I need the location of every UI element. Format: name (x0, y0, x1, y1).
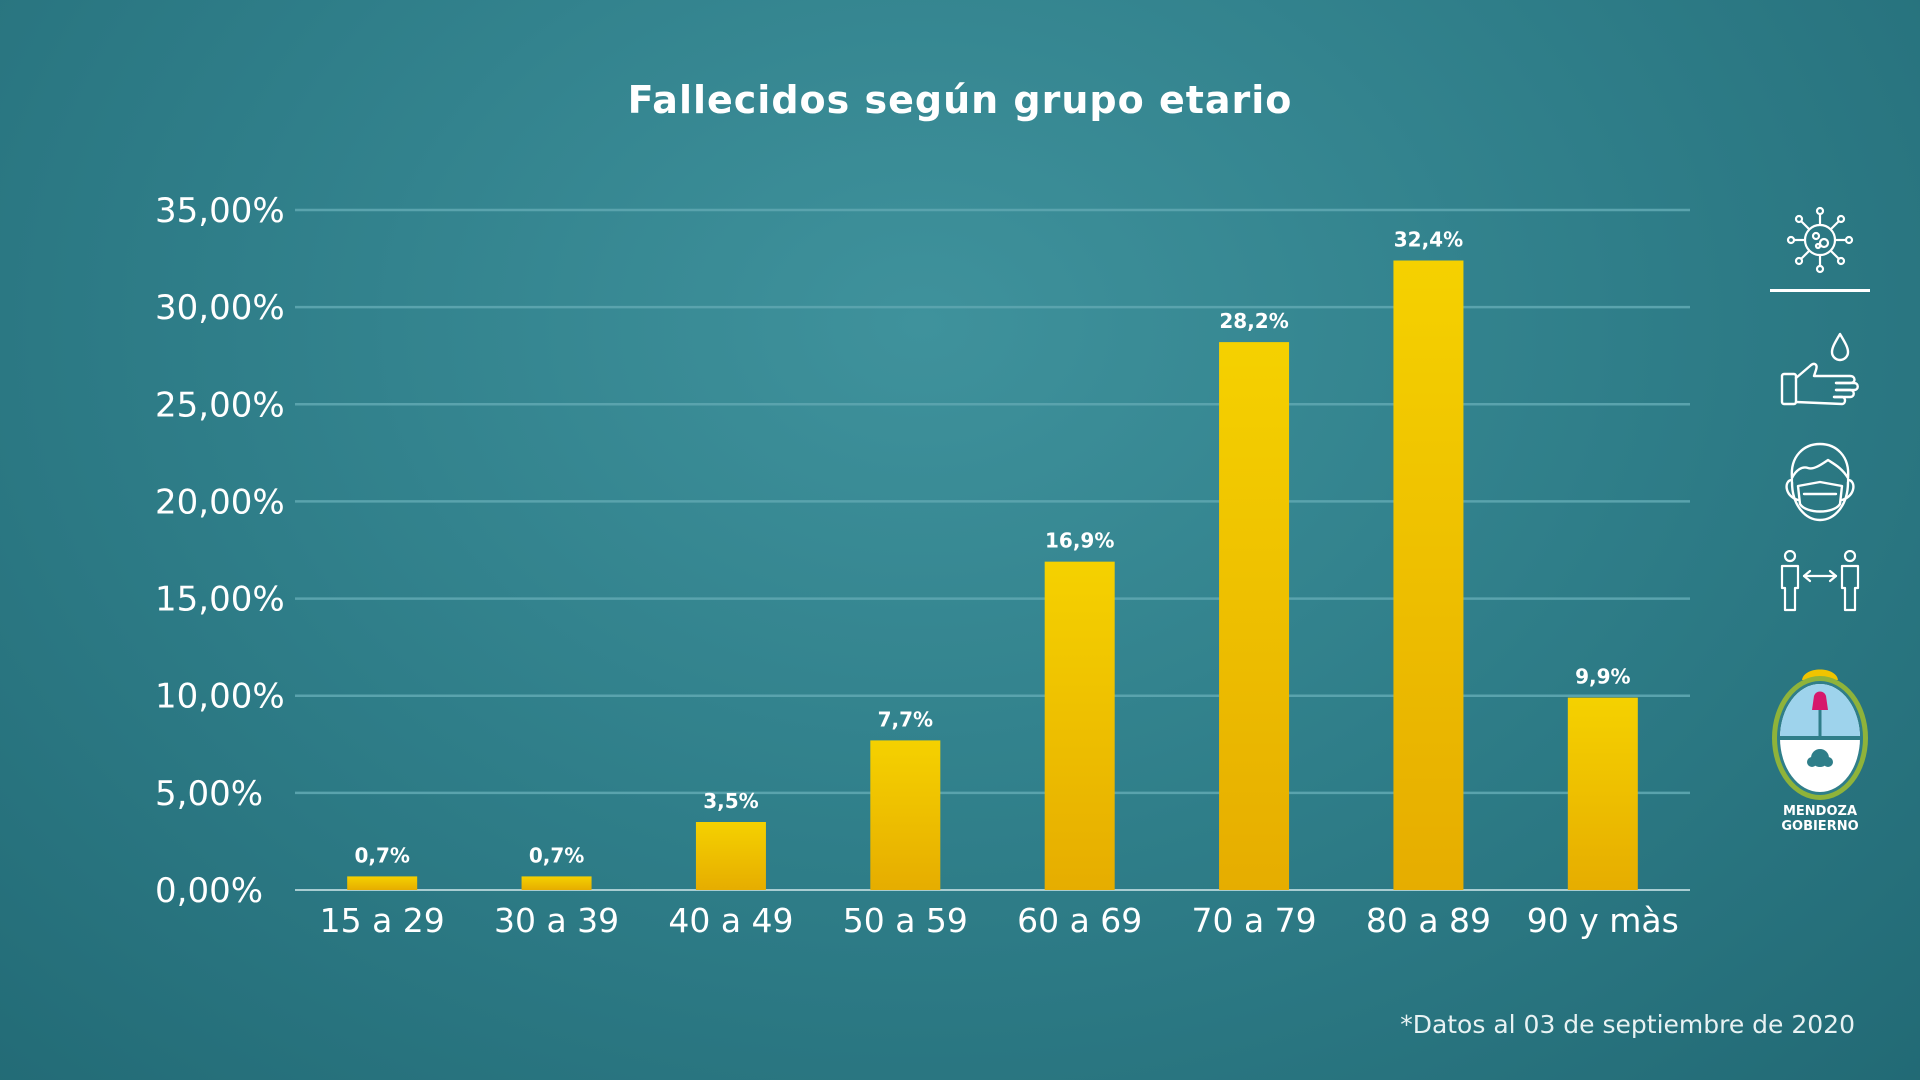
bar (1393, 260, 1464, 890)
bar (870, 740, 941, 890)
x-tick-label: 15 a 29 (320, 901, 445, 940)
data-label: 7,7% (878, 707, 933, 731)
x-tick-label: 30 a 39 (494, 901, 619, 940)
x-tick-label: 90 y màs (1527, 901, 1679, 940)
data-label: 28,2% (1219, 309, 1288, 333)
x-tick-label: 80 a 89 (1366, 901, 1491, 940)
x-tick-label: 40 a 49 (668, 901, 793, 940)
y-tick-label: 30,00% (155, 288, 285, 328)
virus-icon (1786, 206, 1854, 274)
logo-line1: MENDOZA (1782, 804, 1858, 819)
sidebar: MENDOZA GOBIERNO (1755, 205, 1885, 834)
face-mask-icon (1785, 442, 1855, 522)
data-label: 16,9% (1045, 529, 1114, 553)
logo-line2: GOBIERNO (1781, 819, 1859, 834)
y-tick-label: 10,00% (155, 677, 285, 717)
x-tick-label: 50 a 59 (843, 901, 968, 940)
x-tick-label: 70 a 79 (1191, 901, 1316, 940)
bar (695, 822, 766, 890)
footnote: *Datos al 03 de septiembre de 2020 (1400, 1010, 1855, 1039)
y-tick-label: 15,00% (155, 580, 285, 620)
y-tick-label: 5,00% (155, 774, 263, 814)
bar (1567, 697, 1638, 890)
data-label: 32,4% (1394, 228, 1463, 252)
data-label: 9,9% (1575, 665, 1630, 689)
data-label: 0,7% (529, 843, 584, 867)
y-tick-label: 25,00% (155, 385, 285, 425)
social-distance-icon (1780, 550, 1860, 612)
y-tick-label: 20,00% (155, 482, 285, 522)
mendoza-gobierno-logo (1772, 669, 1868, 800)
hand-washing-icon (1780, 332, 1859, 406)
data-label: 0,7% (354, 843, 409, 867)
bar (1219, 342, 1290, 891)
y-tick-label: 35,00% (155, 191, 285, 231)
sidebar-divider (1770, 289, 1870, 292)
bar (521, 876, 592, 890)
bar (347, 876, 418, 890)
chart-title: Fallecidos según grupo etario (627, 78, 1293, 122)
bar (1044, 561, 1115, 890)
data-label: 3,5% (703, 789, 758, 813)
x-tick-label: 60 a 69 (1017, 901, 1142, 940)
y-tick-label: 0,00% (155, 871, 263, 911)
